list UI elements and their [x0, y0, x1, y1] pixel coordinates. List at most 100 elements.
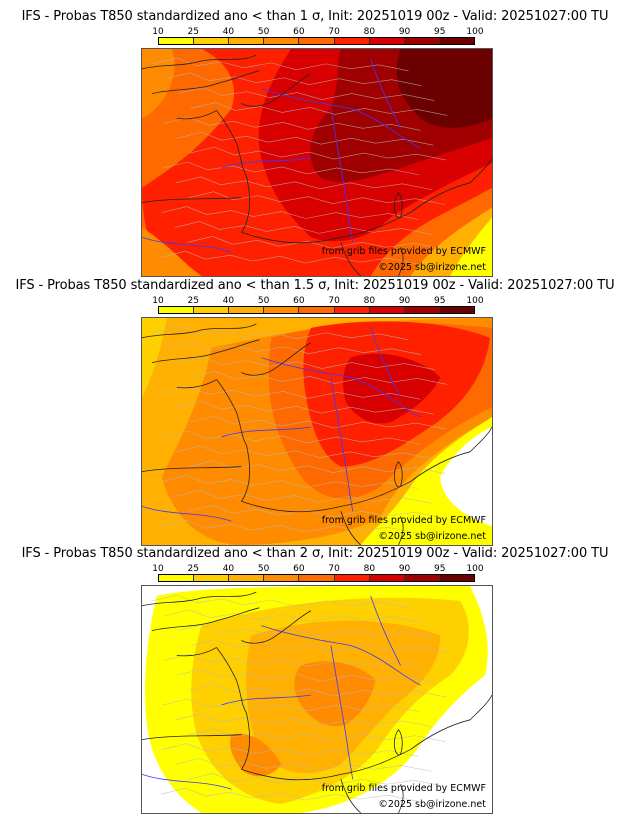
colorbar-tick-label: 60 [293, 296, 305, 306]
probability-colorbar [158, 37, 475, 45]
river [261, 357, 421, 418]
colorbar-tick-label: 100 [466, 564, 484, 574]
coastline [142, 197, 242, 204]
admin-border [162, 430, 420, 445]
colorbar-tick-label: 40 [222, 564, 235, 574]
colorbar-tick-label: 80 [363, 564, 376, 574]
colorbar-segment [194, 38, 230, 44]
admin-border [161, 475, 419, 489]
colorbar-segment [334, 307, 370, 313]
colorbar-tick-label: 10 [152, 296, 164, 306]
admin-border [174, 490, 432, 504]
admin-border [174, 758, 432, 772]
river [330, 645, 354, 780]
colorbar-tick-labels: 10 25 40 50 60 70 80 90 95 100 [152, 27, 483, 37]
colorbar-segment [369, 38, 405, 44]
colorbar-segment [369, 307, 405, 313]
admin-border [176, 131, 434, 146]
probability-contour [343, 353, 441, 424]
colorbar-tick-label: 40 [222, 296, 235, 306]
colorbar-segment [229, 575, 265, 581]
coastline [176, 110, 217, 120]
probability-contour [396, 49, 492, 128]
river [330, 108, 354, 243]
colorbar-tick-label: 90 [398, 564, 411, 574]
admin-border [161, 206, 419, 220]
colorbar-tick-label: 70 [328, 564, 340, 574]
colorbar-segment [264, 38, 300, 44]
colorbar-segment [194, 307, 230, 313]
colorbar-segment [404, 575, 440, 581]
colorbar-tick-label: 90 [398, 27, 411, 37]
source-credit: from grib files provided by ECMWF [321, 783, 486, 794]
colorbar-tick-label: 50 [257, 296, 270, 306]
coastline [241, 212, 411, 244]
river [261, 88, 421, 149]
coastline [151, 339, 260, 363]
panel-2-sigma: IFS - Probas T850 standardized ano < tha… [0, 546, 630, 814]
admin-border [164, 341, 422, 355]
admin-border [174, 221, 432, 235]
colorbar-tick-label: 10 [152, 27, 164, 37]
admin-border [190, 371, 448, 385]
panel-title: IFS - Probas T850 standardized ano < tha… [21, 9, 609, 24]
map-field [142, 318, 492, 545]
probability-map: from grib files provided by ECMWF ©2025 … [141, 317, 493, 546]
copyright-text: ©2025 sb@irizone.net [378, 262, 486, 273]
copyright-text: ©2025 sb@irizone.net [378, 799, 486, 810]
colorbar-segment [299, 575, 335, 581]
colorbar-segment [369, 575, 405, 581]
admin-border [190, 639, 448, 653]
admin-border [187, 505, 445, 519]
coastline [176, 647, 217, 657]
river [370, 595, 401, 666]
coastline [398, 247, 404, 276]
colorbar-tick-label: 90 [398, 296, 411, 306]
colorbar-tick-label: 25 [187, 27, 199, 37]
copyright-text: ©2025 sb@irizone.net [378, 531, 486, 542]
colorbar-segment [299, 307, 335, 313]
admin-border [187, 773, 445, 787]
colorbar-segment [334, 575, 370, 581]
admin-border [175, 445, 433, 460]
colorbar-tick-label: 80 [363, 296, 376, 306]
colorbar-segment [159, 38, 195, 44]
river [142, 236, 232, 253]
colorbar-segment [299, 38, 335, 44]
coastline [151, 70, 260, 94]
admin-border [189, 683, 447, 698]
panel-1-5-sigma: IFS - Probas T850 standardized ano < tha… [0, 278, 630, 546]
admin-border [176, 668, 434, 683]
probability-contour [142, 318, 167, 398]
colorbar-segment [404, 307, 440, 313]
colorbar-tick-label: 25 [187, 296, 199, 306]
colorbar-tick-label: 100 [466, 27, 484, 37]
admin-border [160, 519, 418, 534]
coastline [340, 779, 362, 813]
probability-contour [142, 49, 175, 119]
coastline [340, 511, 362, 545]
colorbar-tick-label: 10 [152, 564, 164, 574]
coastline [142, 734, 242, 741]
coastline [241, 342, 312, 376]
colorbar-segment [159, 575, 195, 581]
map-field [142, 586, 492, 813]
river [370, 327, 401, 398]
colorbar-segment [229, 38, 265, 44]
admin-border [175, 176, 433, 191]
admin-border [163, 654, 421, 668]
probability-colorbar [158, 306, 475, 314]
colorbar-segment [404, 38, 440, 44]
coastline [142, 466, 242, 473]
coastline [241, 749, 411, 781]
panel-title: IFS - Probas T850 standardized ano < tha… [21, 546, 609, 561]
colorbar-tick-labels: 10 25 40 50 60 70 80 90 95 100 [152, 296, 483, 306]
colorbar-tick-label: 95 [434, 27, 446, 37]
colorbar-tick-label: 60 [293, 564, 305, 574]
admin-border [188, 191, 446, 205]
admin-border [190, 102, 448, 116]
colorbar-tick-label: 95 [434, 296, 446, 306]
probability-map: from grib files provided by ECMWF ©2025 … [141, 585, 493, 814]
coastline [410, 694, 492, 750]
colorbar-tick-label: 50 [257, 27, 270, 37]
